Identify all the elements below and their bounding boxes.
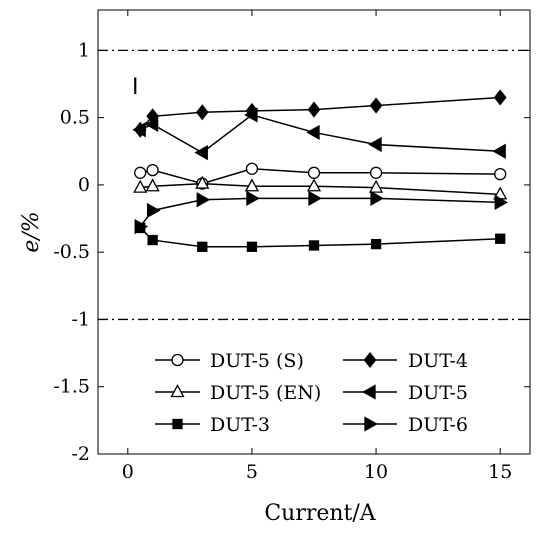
data-point: [145, 178, 160, 192]
y-tick-label: -2: [71, 443, 90, 465]
series-line: [139, 227, 501, 248]
annotation-label: I: [132, 75, 139, 100]
plot-frame: [97, 9, 531, 455]
data-point: [195, 104, 209, 121]
data-point: [146, 202, 161, 219]
legend-item: DUT-5 (S): [155, 350, 304, 372]
data-point: [134, 219, 149, 235]
data-point: [370, 238, 382, 250]
y-tick-label: -1: [71, 308, 90, 330]
series-dut-5: [132, 107, 506, 161]
data-point: [246, 241, 258, 252]
x-tick-label: 0: [122, 461, 134, 483]
y-tick-label: 0: [78, 174, 90, 196]
legend-label: DUT-5: [408, 382, 468, 404]
data-point: [368, 136, 382, 153]
data-point: [246, 190, 260, 206]
data-point: [307, 101, 321, 118]
data-point: [495, 233, 506, 244]
series-dut-5-s: [134, 162, 507, 190]
legend-label: DUT-5 (EN): [210, 382, 321, 404]
legend-label: DUT-6: [408, 414, 468, 436]
data-point: [195, 175, 210, 189]
data-point: [133, 179, 148, 193]
legend-marker: [172, 418, 183, 430]
legend-item: DUT-5 (EN): [155, 382, 321, 404]
limit-lines: [98, 49, 530, 321]
data-point: [369, 166, 383, 179]
data-point: [134, 166, 147, 179]
legend-label: DUT-4: [408, 350, 468, 372]
legend-marker: [171, 353, 184, 367]
data-point: [146, 163, 159, 177]
series-line: [140, 168, 501, 185]
x-tick-label: 5: [246, 461, 258, 483]
data-point: [244, 107, 258, 123]
y-tick-label: 1: [78, 39, 90, 61]
legend: DUT-5 (S) DUT-4 DUT-5 (EN) DUT-5 DUT-3 DUT-6: [153, 341, 511, 441]
data-point: [194, 145, 208, 161]
legend-label: DUT-5 (S): [210, 350, 304, 372]
x-axis-title: Current/A: [264, 501, 376, 526]
data-point: [197, 241, 208, 252]
data-point: [368, 179, 384, 193]
data-point: [132, 122, 146, 138]
legend-marker: [362, 384, 376, 400]
y-axis-title: e/%: [19, 211, 44, 252]
legend-marker: [364, 416, 378, 432]
data-point: [306, 178, 322, 192]
data-point: [308, 240, 320, 251]
data-point: [196, 192, 211, 208]
data-point: [369, 97, 383, 114]
legend-item: DUT-4: [343, 350, 468, 372]
data-point: [493, 89, 507, 106]
legend-item: DUT-3: [155, 414, 270, 436]
data-point: [370, 190, 384, 206]
legend-label: DUT-3: [210, 414, 270, 436]
legend-marker: [170, 384, 185, 398]
data-point: [147, 234, 158, 246]
data-point: [494, 194, 509, 211]
series-line: [139, 114, 501, 154]
ticks: 0 5 10 15 1 0.5 0 -0.5 -1 -1.5 -2: [53, 10, 530, 483]
data-point: [144, 116, 159, 132]
data-point: [308, 190, 322, 206]
legend-item: DUT-5: [343, 382, 468, 404]
legend-item: DUT-6: [343, 414, 468, 436]
x-tick-label: 10: [364, 461, 388, 483]
y-tick-label: -1.5: [53, 376, 90, 398]
series-dut-5-en: [133, 175, 508, 200]
data-point: [307, 166, 321, 179]
legend-marker: [363, 351, 377, 369]
series-layer: [132, 89, 509, 252]
series-line: [139, 197, 501, 228]
data-point: [494, 167, 507, 181]
legend-box: [153, 341, 511, 441]
data-point: [245, 162, 259, 175]
series-dut-4: [133, 89, 507, 138]
data-point: [306, 124, 320, 141]
x-tick-label: 15: [488, 461, 512, 483]
series-line: [140, 182, 501, 196]
series-dut-3: [135, 222, 506, 252]
data-point: [244, 178, 260, 192]
y-tick-label: -0.5: [53, 241, 90, 263]
series-line: [139, 96, 501, 131]
y-tick-label: 0.5: [60, 107, 90, 129]
series-dut-6: [134, 190, 509, 235]
data-point: [492, 143, 506, 159]
